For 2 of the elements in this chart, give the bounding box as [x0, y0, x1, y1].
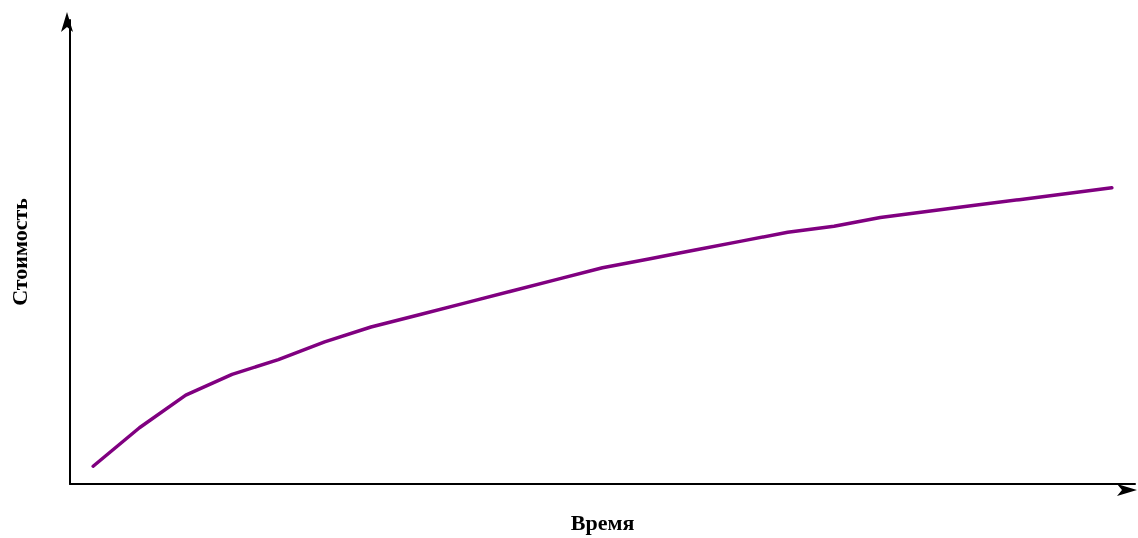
y-axis-title: Стоимость [6, 197, 32, 306]
x-axis-title: Время [570, 509, 635, 535]
